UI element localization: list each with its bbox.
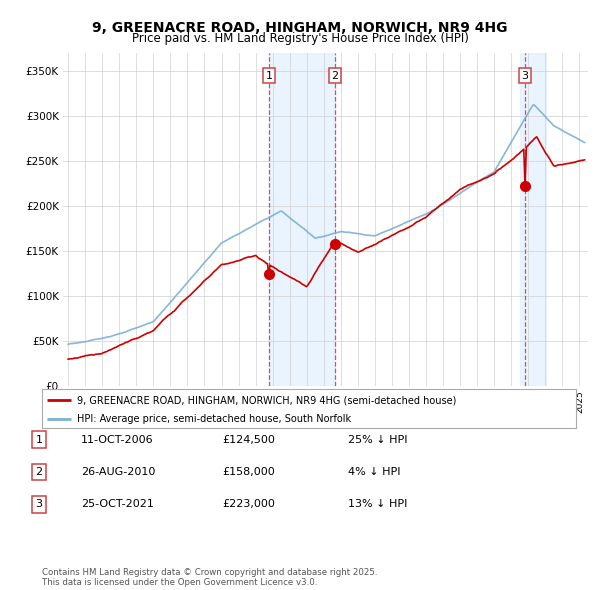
- Text: 1: 1: [265, 71, 272, 81]
- Text: 25% ↓ HPI: 25% ↓ HPI: [348, 435, 407, 444]
- Text: Contains HM Land Registry data © Crown copyright and database right 2025.
This d: Contains HM Land Registry data © Crown c…: [42, 568, 377, 587]
- Text: £223,000: £223,000: [222, 500, 275, 509]
- Text: HPI: Average price, semi-detached house, South Norfolk: HPI: Average price, semi-detached house,…: [77, 414, 351, 424]
- Text: 9, GREENACRE ROAD, HINGHAM, NORWICH, NR9 4HG (semi-detached house): 9, GREENACRE ROAD, HINGHAM, NORWICH, NR9…: [77, 395, 456, 405]
- Text: 13% ↓ HPI: 13% ↓ HPI: [348, 500, 407, 509]
- Text: £158,000: £158,000: [222, 467, 275, 477]
- Text: 2: 2: [35, 467, 43, 477]
- Bar: [269, 53, 335, 386]
- Text: 26-AUG-2010: 26-AUG-2010: [81, 467, 155, 477]
- Text: 1: 1: [35, 435, 43, 444]
- Text: 9, GREENACRE ROAD, HINGHAM, NORWICH, NR9 4HG: 9, GREENACRE ROAD, HINGHAM, NORWICH, NR9…: [92, 21, 508, 35]
- Text: £124,500: £124,500: [222, 435, 275, 444]
- Text: 3: 3: [521, 71, 529, 81]
- Text: 25-OCT-2021: 25-OCT-2021: [81, 500, 154, 509]
- Text: 2: 2: [331, 71, 338, 81]
- Text: 3: 3: [35, 500, 43, 509]
- Text: Price paid vs. HM Land Registry's House Price Index (HPI): Price paid vs. HM Land Registry's House …: [131, 32, 469, 45]
- Text: 4% ↓ HPI: 4% ↓ HPI: [348, 467, 401, 477]
- Text: 11-OCT-2006: 11-OCT-2006: [81, 435, 154, 444]
- Bar: [520, 53, 545, 386]
